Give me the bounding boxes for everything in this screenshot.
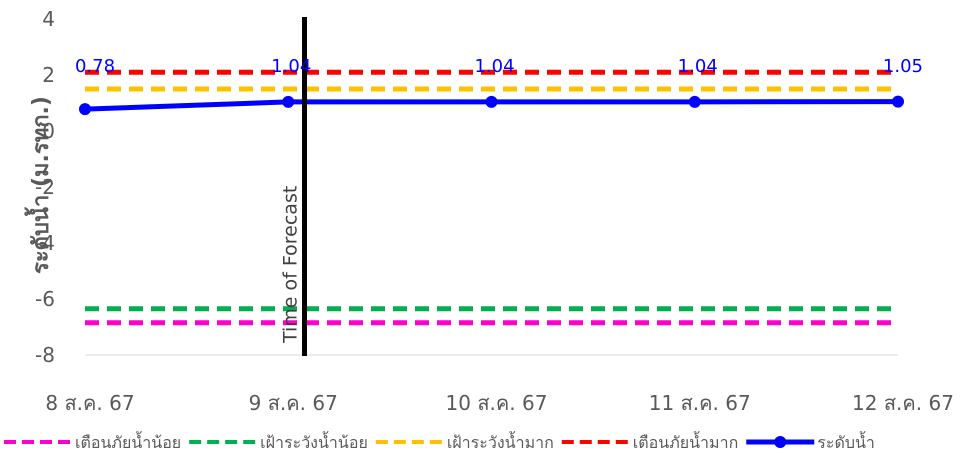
forecast-label: Time of Forecast [280, 186, 302, 344]
y-tick-label: 4 [42, 7, 55, 31]
y-tick-label: 2 [42, 63, 55, 87]
y-tick-label: -4 [35, 231, 55, 255]
y-axis-label: ระดับน้ำ (ม.รทก.) [24, 96, 54, 274]
forecast-marker: Time of Forecast [280, 17, 308, 356]
x-tick-label: 12 ส.ค. 67 [852, 391, 954, 415]
x-tick-label: 9 ส.ค. 67 [249, 391, 338, 415]
legend: เตือนภัยน้ำน้อย เฝ้าระวังน้ำน้อย เฝ้าระวัง… [4, 431, 875, 452]
x-axis-ticks: 8 ส.ค. 67 9 ส.ค. 67 10 ส.ค. 67 11 ส.ค. 67 12… [45, 391, 954, 415]
x-tick-label: 8 ส.ค. 67 [45, 391, 134, 415]
data-label: 0.78 [75, 56, 115, 77]
data-label: 1.05 [883, 56, 923, 77]
y-tick-label: -6 [35, 287, 55, 311]
y-tick-label: -8 [35, 343, 55, 367]
legend-marker [774, 436, 787, 448]
water-level-point [79, 103, 91, 116]
legend-label: เฝ้าระวังน้ำมาก [447, 431, 554, 452]
water-level-point [688, 95, 701, 108]
x-tick-label: 10 ส.ค. 67 [446, 391, 548, 415]
data-label: 1.04 [474, 56, 514, 77]
data-labels: 0.78 1.04 1.04 1.04 1.05 [75, 56, 923, 77]
x-tick-label: 11 ส.ค. 67 [649, 391, 751, 415]
y-tick-label: 0 [42, 119, 55, 143]
data-label: 1.04 [271, 56, 311, 77]
y-axis-ticks: -8 -6 -4 -2 0 2 4 [35, 7, 55, 367]
legend-label: เฝ้าระวังน้ำน้อย [260, 431, 368, 452]
legend-label: เตือนภัยน้ำน้อย [75, 431, 181, 452]
series-group [79, 69, 904, 326]
water-level-point [485, 95, 498, 108]
legend-label: เตือนภัยน้ำมาก [633, 431, 738, 452]
water-level-point [282, 95, 295, 108]
y-tick-label: -2 [35, 175, 55, 199]
legend-label: ระดับน้ำ [817, 431, 875, 452]
data-label: 1.04 [678, 56, 718, 77]
water-level-point [892, 95, 904, 108]
